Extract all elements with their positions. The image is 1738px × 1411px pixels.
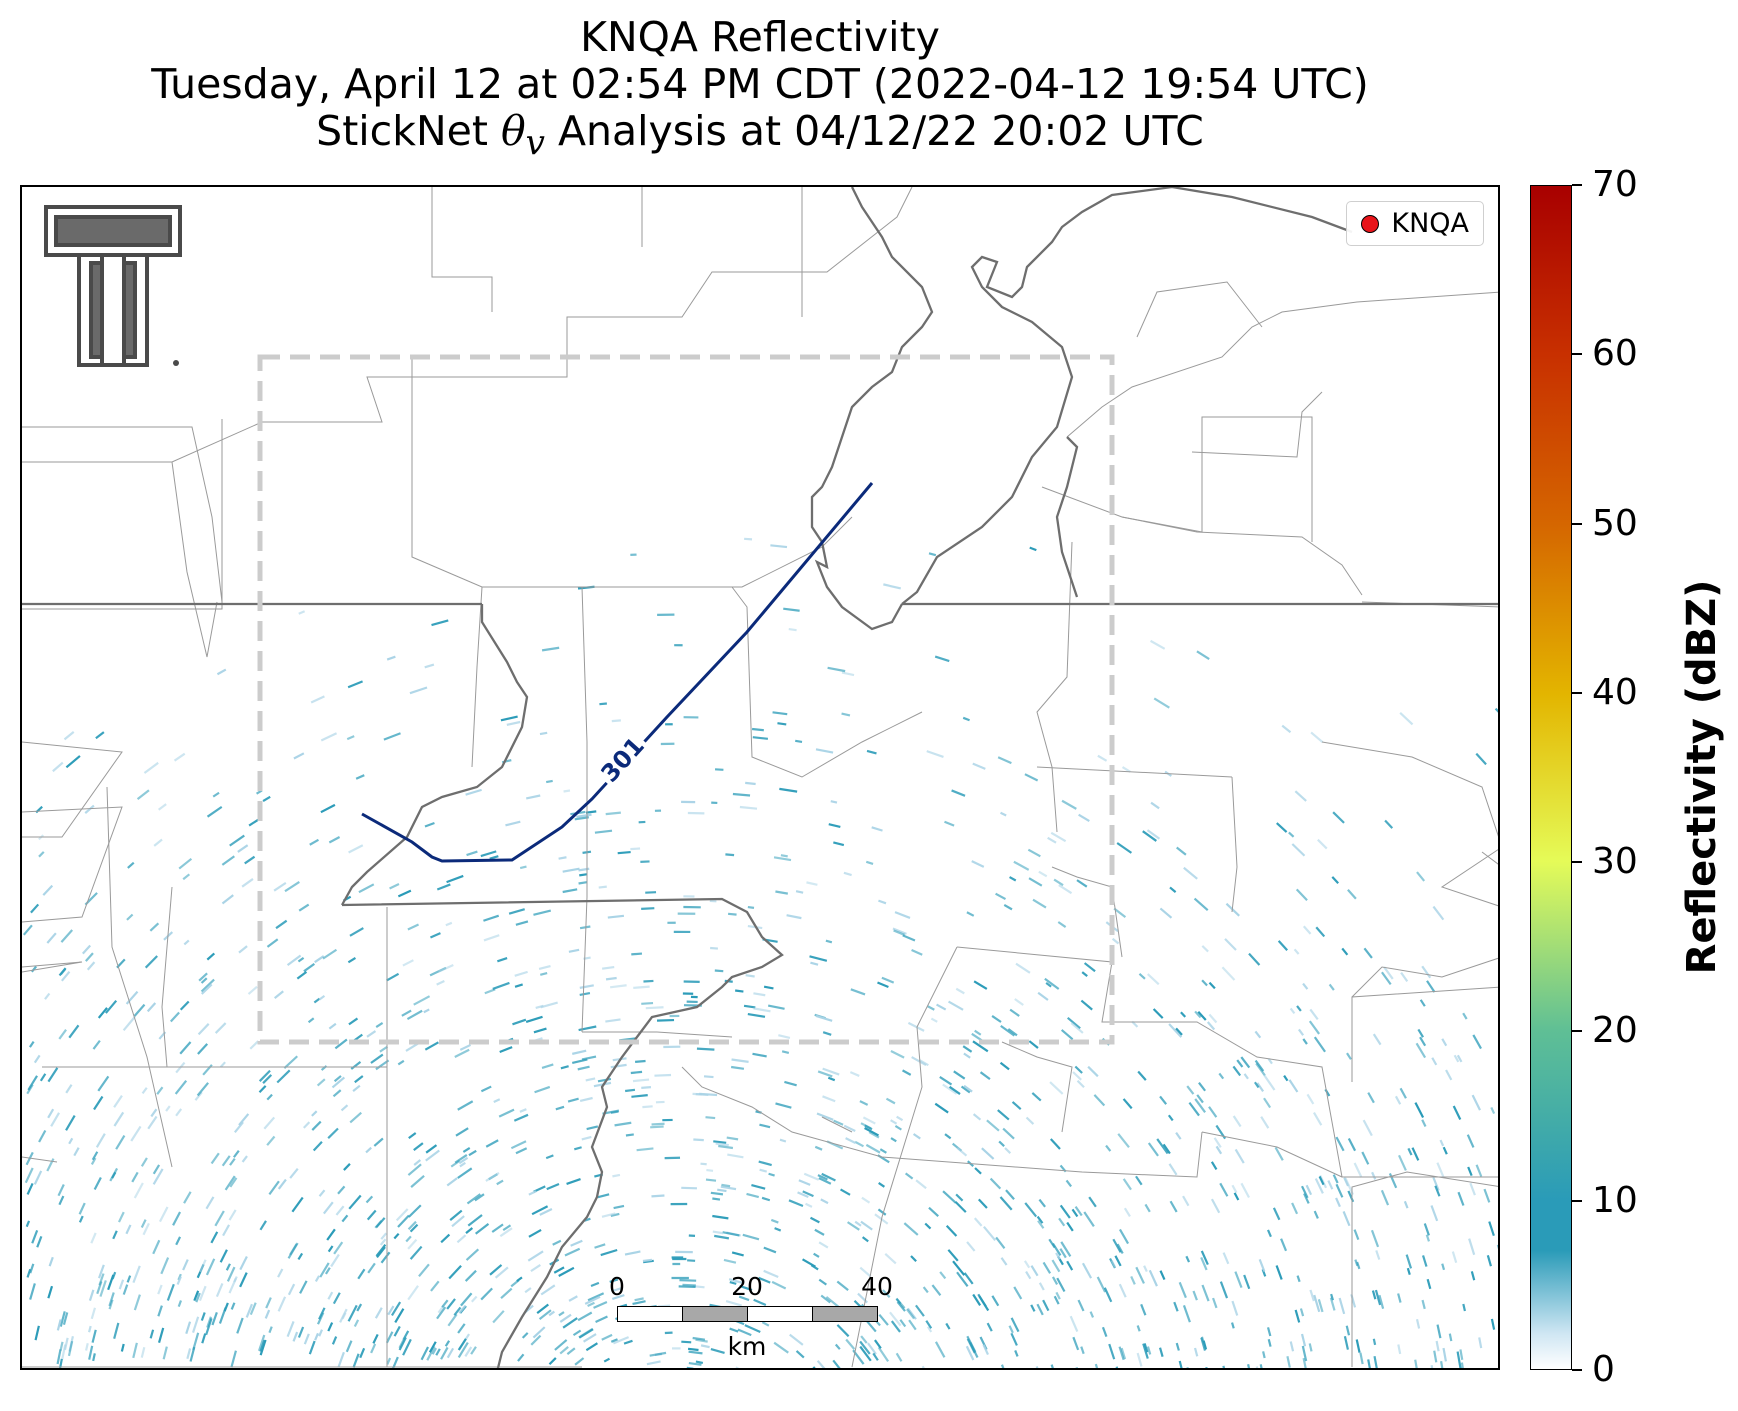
- colorbar-tick-mark: [1572, 1199, 1582, 1202]
- map-panel[interactable]: 301 KNQA 0 20 40 km: [20, 185, 1500, 1370]
- chart-subtitle-analysis: StickNet θv Analysis at 04/12/22 20:02 U…: [316, 107, 1204, 164]
- analysis-domain-box: [257, 354, 1115, 1045]
- scale-tick-40: 40: [861, 1272, 893, 1301]
- contour-label: 301: [589, 726, 653, 791]
- theta-v-contour-301: [361, 482, 874, 863]
- colorbar-tick-label: 20: [1592, 1010, 1638, 1052]
- radar-site-marker-icon: [1361, 214, 1380, 233]
- legend-label: KNQA: [1391, 208, 1469, 239]
- chart-title: KNQA Reflectivity: [580, 13, 940, 61]
- texas-tech-logo: [44, 205, 182, 367]
- colorbar-tick-label: 10: [1592, 1179, 1638, 1221]
- scale-tick-0: 0: [609, 1272, 625, 1301]
- colorbar-tick-mark: [1572, 522, 1582, 525]
- radar-map: 301: [22, 187, 1498, 1368]
- colorbar-label: Reflectivity (dBZ): [1679, 579, 1725, 975]
- title-block: KNQA Reflectivity Tuesday, April 12 at 0…: [20, 14, 1500, 167]
- colorbar-tick-mark: [1572, 861, 1582, 864]
- colorbar-tick-label: 40: [1592, 671, 1638, 713]
- scale-bar: 0 20 40 km: [609, 1272, 937, 1362]
- scale-unit: km: [727, 1332, 767, 1361]
- chart-subtitle-time: Tuesday, April 12 at 02:54 PM CDT (2022-…: [151, 60, 1369, 108]
- reflectivity-echoes: [23, 537, 1498, 1368]
- colorbar-tick-mark: [1572, 353, 1582, 356]
- colorbar-tick-label: 70: [1592, 164, 1638, 205]
- colorbar: [1530, 185, 1572, 1370]
- map-legend: KNQA: [1346, 201, 1484, 246]
- colorbar-tick-label: 0: [1592, 1349, 1615, 1390]
- state-boundaries: [22, 187, 1498, 1368]
- county-boundaries: [22, 187, 1498, 1368]
- colorbar-tick-mark: [1572, 691, 1582, 694]
- colorbar-tick-mark: [1572, 184, 1582, 186]
- colorbar-tick-label: 60: [1592, 333, 1638, 375]
- colorbar-tick-mark: [1572, 1030, 1582, 1033]
- colorbar-tick-mark: [1572, 1369, 1582, 1371]
- colorbar-tick-label: 50: [1592, 502, 1638, 544]
- scale-tick-20: 20: [731, 1272, 763, 1301]
- colorbar-tick-label: 30: [1592, 841, 1638, 883]
